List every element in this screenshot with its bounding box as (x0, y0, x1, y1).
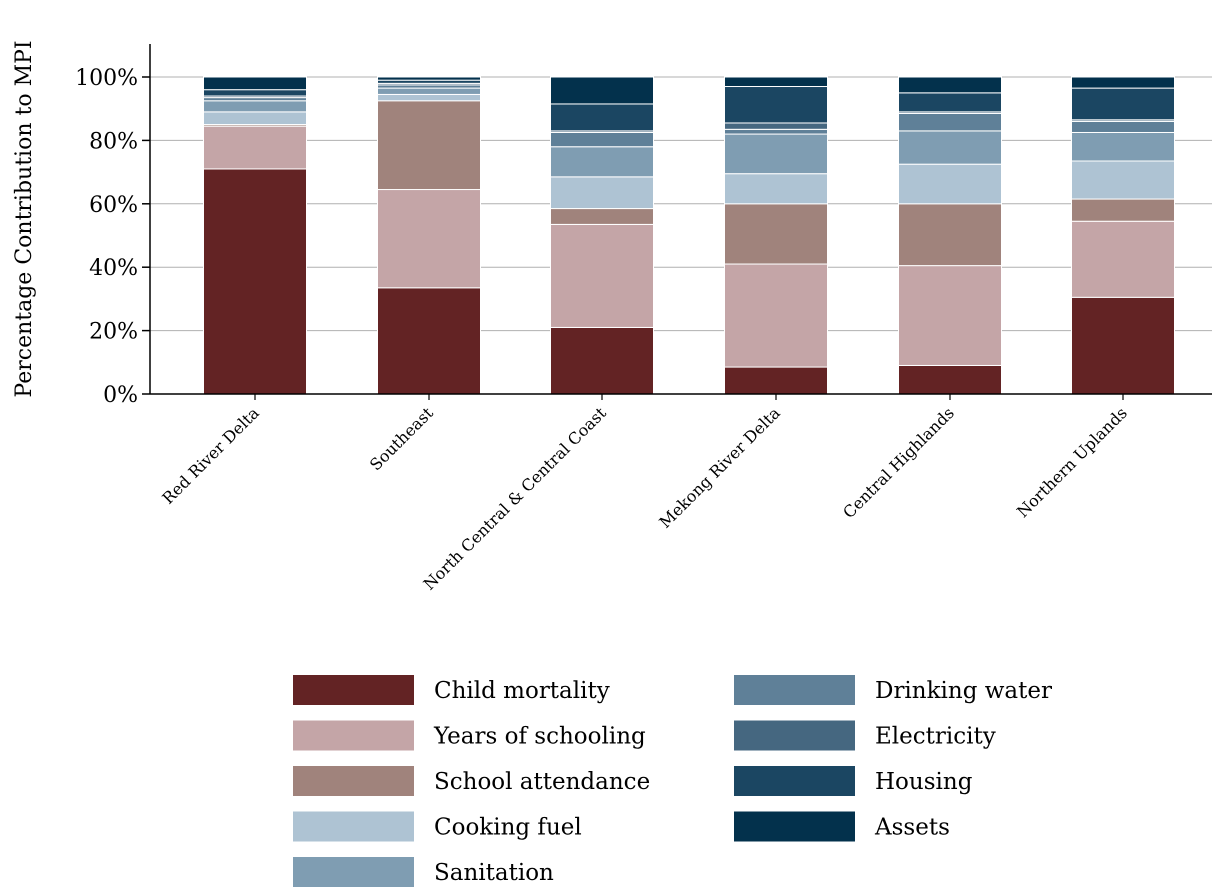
legend: Child mortality Years of schooling School … (293, 675, 1052, 887)
legend-label: Sanitation (434, 860, 554, 886)
bar-segment (724, 203, 828, 265)
x-tick-label: North Central & Central Coast (420, 403, 611, 594)
legend-swatch (734, 811, 855, 842)
legend-label: Cooking fuel (434, 815, 582, 841)
bar-segment (1071, 220, 1175, 298)
bar-segment (898, 130, 1002, 165)
bar-segment (203, 100, 307, 113)
axes (149, 44, 1212, 395)
bar-segment (550, 103, 654, 132)
bar-segment (377, 93, 481, 102)
x-tick-label: Northern Uplands (1013, 403, 1131, 521)
legend-label: Child mortality (434, 678, 610, 704)
bar-segment (550, 223, 654, 328)
y-tick-label: 20% (89, 320, 138, 345)
bar-segment (550, 208, 654, 225)
bar-segment (550, 176, 654, 210)
legend-swatch (293, 720, 414, 751)
x-tick-label: Red River Delta (158, 403, 263, 508)
bar-segment (550, 76, 654, 105)
bar-segment (724, 263, 828, 368)
bar-segment (724, 366, 828, 395)
y-tick-label: 100% (75, 66, 138, 91)
gridlines (150, 76, 1212, 332)
bar-segment (898, 112, 1002, 132)
x-tick-label: Mekong River Delta (655, 403, 784, 532)
bar-segment (377, 100, 481, 191)
legend-label: Assets (874, 815, 950, 841)
legend-label: Years of schooling (433, 724, 646, 750)
bar-segment (1071, 198, 1175, 222)
bar-segment (898, 163, 1002, 205)
y-tick-label: 80% (89, 129, 138, 154)
bar-segment (203, 168, 307, 395)
bar-segment (1071, 296, 1175, 395)
bar-segment (203, 111, 307, 126)
x-tick-label: Southeast (366, 403, 437, 474)
bar-segment (377, 76, 481, 81)
bars (203, 76, 1175, 395)
bar-segment (724, 86, 828, 124)
bar-segment (203, 76, 307, 91)
y-axis-label: Percentage Contribution to MPI (12, 40, 37, 397)
y-tick-label: 60% (89, 193, 138, 218)
bar-segment (1071, 87, 1175, 121)
bar-segment (1071, 120, 1175, 133)
bar-segment (724, 76, 828, 88)
legend-swatch (293, 811, 414, 842)
y-tick-label: 0% (103, 383, 138, 408)
bar-segment (550, 131, 654, 148)
legend-label: Housing (875, 769, 973, 795)
bar-segment (377, 287, 481, 395)
legend-swatch (293, 766, 414, 796)
legend-swatch (293, 857, 414, 887)
legend-label: Electricity (875, 724, 996, 750)
x-tick-label: Central Highlands (839, 403, 958, 522)
bar-segment (550, 146, 654, 178)
y-tick-label: 40% (89, 256, 138, 281)
legend-swatch (734, 675, 855, 705)
y-ticks: 0% 20% 40% 60% 80% 100% (75, 66, 150, 408)
bar-segment (898, 76, 1002, 94)
bar-segment (1071, 76, 1175, 89)
bar-segment (377, 189, 481, 289)
bar-segment (898, 265, 1002, 366)
legend-label: School attendance (434, 769, 650, 795)
legend-swatch (293, 675, 414, 705)
bar-segment (898, 92, 1002, 113)
bar-segment (724, 133, 828, 175)
bar-segment (1071, 131, 1175, 162)
bar-segment (898, 364, 1002, 395)
bar-segment (203, 125, 307, 170)
legend-swatch (734, 720, 855, 751)
bar-segment (377, 87, 481, 95)
bar-segment (724, 173, 828, 205)
bar-segment (724, 122, 828, 130)
bar-segment (550, 326, 654, 395)
legend-swatch (734, 766, 855, 796)
bar-segment (898, 203, 1002, 267)
bar-segment (1071, 160, 1175, 200)
bar-segment (203, 89, 307, 97)
legend-label: Drinking water (875, 678, 1052, 704)
bar-segment (724, 128, 828, 135)
